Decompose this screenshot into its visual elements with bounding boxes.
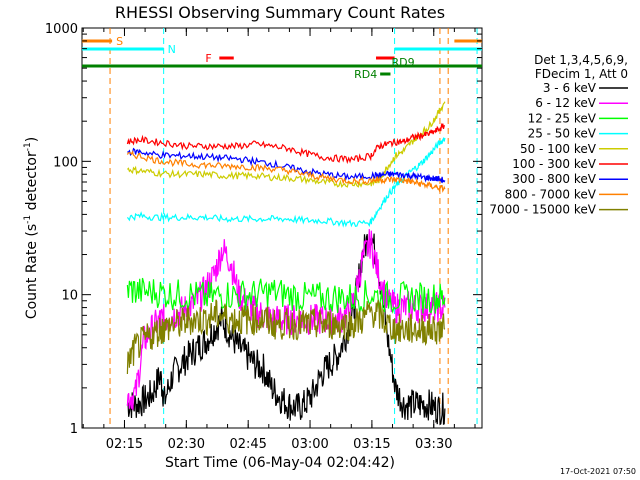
legend-label-800-7000-kev: 800 - 7000 keV (505, 187, 597, 201)
plot-area: S N F RD4 RD9 02:15 02:30 02:45 03:00 03:15 03:30… (45, 22, 483, 452)
series-lines (126, 101, 446, 426)
x-tick-label: 02:15 (106, 437, 143, 452)
x-axis-label: Start Time (06-May-04 02:04:42) (165, 455, 395, 471)
legend-label-100-300-kev: 100 - 300 keV (512, 157, 596, 171)
y-axis-label: Count Rate (s-1 detector-1) (23, 137, 40, 319)
legend: Det 1,3,4,5,6,9,FDecim 1, Att 03 - 6 keV… (489, 53, 628, 217)
flag-label-s: S (116, 35, 123, 48)
series-line-3-6-kev (126, 233, 446, 426)
x-tick-label: 03:00 (291, 437, 328, 452)
legend-label-6-12-kev: 6 - 12 keV (535, 96, 597, 110)
x-tick-label: 03:30 (415, 437, 452, 452)
series-line-50-100-kev (126, 101, 446, 189)
legend-label-7000-15000-kev: 7000 - 15000 keV (489, 203, 596, 217)
series-line-6-12-kev (126, 229, 446, 411)
flag-label-rd4: RD4 (354, 68, 377, 81)
legend-label-3-6-kev: 3 - 6 keV (543, 81, 597, 95)
flag-label-f: F (205, 52, 211, 65)
series-line-7000-15000-kev (126, 299, 446, 375)
plot-frame (81, 27, 483, 429)
flag-label-rd9: RD9 (391, 56, 414, 69)
series-line-100-300-kev (126, 122, 445, 165)
legend-label-12-25-kev: 12 - 25 keV (528, 111, 597, 125)
instrument-markers (109, 28, 478, 428)
series-line-800-7000-kev (126, 150, 446, 193)
legend-header-line: Det 1,3,4,5,6,9, (534, 53, 628, 67)
legend-label-25-50-kev: 25 - 50 keV (528, 127, 597, 141)
y-tick-label: 10 (61, 289, 78, 304)
flag-bars: S N F RD4 RD9 (82, 35, 482, 81)
y-tick-label: 1000 (45, 22, 78, 37)
legend-label-300-800-kev: 300 - 800 keV (512, 172, 596, 186)
x-tick-label: 03:15 (353, 437, 390, 452)
footer-timestamp: 17-Oct-2021 07:50 (560, 467, 636, 476)
legend-label-50-100-kev: 50 - 100 keV (520, 142, 597, 156)
axis-ticks: 02:15 02:30 02:45 03:00 03:15 03:30 1 10 100 1000 (45, 22, 482, 452)
legend-header-line: FDecim 1, Att 0 (535, 67, 628, 81)
y-tick-label: 1 (70, 422, 78, 437)
series-line-12-25-kev (126, 277, 446, 314)
x-tick-label: 02:30 (168, 437, 205, 452)
flag-label-n: N (168, 43, 176, 56)
chart-title: RHESSI Observing Summary Count Rates (115, 3, 445, 22)
x-tick-label: 02:45 (229, 437, 266, 452)
series-line-25-50-kev (126, 136, 446, 228)
y-tick-label: 100 (53, 155, 78, 170)
